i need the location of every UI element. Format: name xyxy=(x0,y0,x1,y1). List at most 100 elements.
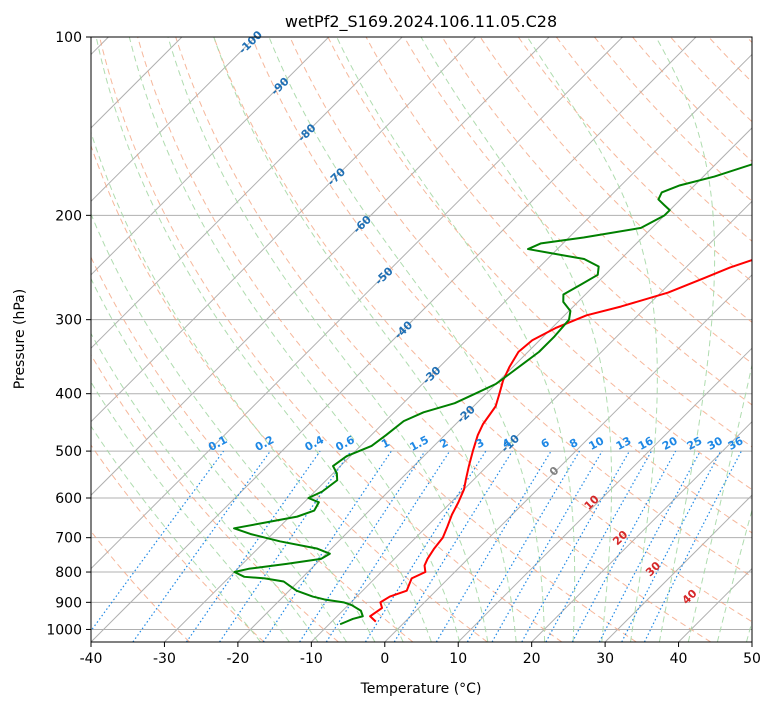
mixing-ratio-line xyxy=(364,450,487,642)
dry-adiabat-line xyxy=(289,37,752,534)
dry-adiabat-line xyxy=(555,37,752,242)
x-tick-label: 10 xyxy=(449,651,467,667)
moist-adiabat-line xyxy=(526,37,658,642)
x-tick-label: -10 xyxy=(300,651,323,667)
dry-adiabat-label: 40 xyxy=(680,587,700,607)
isotherm-line xyxy=(310,200,752,642)
x-axis-label: Temperature (°C) xyxy=(360,681,482,697)
y-tick-label: 300 xyxy=(55,313,82,329)
mixing-ratio-label: 1 xyxy=(379,436,392,451)
mixing-ratio-line xyxy=(598,450,701,642)
dry-adiabat-line xyxy=(365,37,752,448)
moist-adiabat-line xyxy=(91,381,290,642)
chart-title: wetPf2_S169.2024.106.11.05.C28 xyxy=(285,12,557,32)
x-tick-label: -20 xyxy=(226,651,249,667)
mixing-ratio-line xyxy=(466,450,581,642)
dry-adiabat-label: 10 xyxy=(582,492,602,512)
dry-adiabat-line xyxy=(175,37,712,642)
isotherm-line xyxy=(237,127,752,642)
x-tick-label: 50 xyxy=(743,651,761,667)
moist-adiabat-line xyxy=(91,332,319,642)
mixing-ratio-label: 3 xyxy=(474,436,487,451)
moist-adiabat-line xyxy=(91,425,262,642)
x-tick-label: -30 xyxy=(153,651,176,667)
y-tick-label: 800 xyxy=(55,565,82,581)
y-tick-label: 400 xyxy=(55,387,82,403)
mixing-ratio-label: 30 xyxy=(705,434,725,453)
moist-adiabat-line xyxy=(716,508,752,642)
dry-adiabat-label: 0 xyxy=(547,464,562,479)
moist-adiabat-line xyxy=(213,37,517,642)
mixing-ratio-label: 13 xyxy=(614,434,634,453)
mixing-ratio-line xyxy=(325,450,451,642)
mixing-ratio-line xyxy=(185,450,321,642)
mixing-ratio-line xyxy=(643,450,742,642)
isotherm-line xyxy=(531,420,752,642)
mixing-ratio-line xyxy=(132,450,271,642)
axis-ticks: -40 -30 -20 -10 0 10 20 30 40 5010020030040050060… xyxy=(46,30,761,667)
mixing-ratio-line xyxy=(521,450,630,642)
dry-adiabat-line xyxy=(91,530,190,642)
gridlines xyxy=(91,37,752,642)
mixing-ratio-line xyxy=(299,450,426,642)
line-labels: -100-90-80-70-60-50-40-30-20-100.1 0.2 0.4… xyxy=(206,28,746,607)
moist-adiabat-line xyxy=(91,277,347,642)
y-axis-label: Pressure (hPa) xyxy=(12,289,28,389)
x-tick-label: 0 xyxy=(380,651,389,667)
thermo-lines xyxy=(91,37,752,642)
dry-adiabat-line xyxy=(670,37,752,123)
mixing-ratio-line xyxy=(91,450,225,632)
dry-adiabat-line xyxy=(746,37,752,44)
isotherm-line xyxy=(751,641,752,642)
dry-adiabat-line xyxy=(99,37,563,642)
mixing-ratio-line xyxy=(571,450,677,642)
mixing-ratio-label: 16 xyxy=(636,434,656,453)
plot-frame xyxy=(90,36,753,643)
dry-adiabat-line xyxy=(91,444,265,642)
moist-adiabat-line xyxy=(745,619,752,642)
dry-adiabat-line xyxy=(479,37,752,323)
moist-adiabat-line xyxy=(655,37,716,642)
moist-adiabat-line xyxy=(420,37,613,642)
x-tick-label: 40 xyxy=(670,651,688,667)
y-tick-label: 1000 xyxy=(46,622,82,638)
mixing-ratio-line xyxy=(393,450,513,642)
mixing-ratio-label: 2 xyxy=(438,436,451,451)
dry-adiabat-line xyxy=(251,37,752,578)
dry-adiabat-line xyxy=(91,353,339,642)
isotherm-line xyxy=(91,37,477,423)
moist-adiabat-line xyxy=(95,37,432,642)
mixing-ratio-line xyxy=(435,450,552,642)
isotherm-line xyxy=(164,53,752,642)
dry-adiabat-line xyxy=(213,37,752,623)
dry-adiabat-line xyxy=(632,37,752,162)
y-tick-label: 600 xyxy=(55,491,82,507)
dewpoint-profile xyxy=(233,163,752,626)
dry-adiabat-line xyxy=(441,37,752,364)
moist-adiabat-line xyxy=(336,37,576,642)
moist-adiabat-line xyxy=(91,212,376,642)
isotherm-line xyxy=(91,37,550,496)
isotherm-label: -100 xyxy=(236,28,265,57)
isotherm-line xyxy=(457,347,752,642)
mixing-ratio-label: 10 xyxy=(587,434,607,453)
isotherm-line xyxy=(91,37,697,642)
dry-adiabat-line xyxy=(91,256,414,642)
dry-adiabat-line xyxy=(708,37,752,83)
dry-adiabat-label: 20 xyxy=(610,528,630,548)
y-tick-label: 900 xyxy=(55,595,82,611)
temperature-profile xyxy=(369,259,752,623)
x-tick-label: 30 xyxy=(596,651,614,667)
dry-adiabat-line xyxy=(91,144,488,642)
dry-adiabat-line xyxy=(594,37,752,202)
moist-adiabat-line xyxy=(268,37,546,642)
y-tick-label: 200 xyxy=(55,208,82,224)
x-tick-label: 20 xyxy=(523,651,541,667)
isotherm-line xyxy=(91,37,330,276)
isotherm-line xyxy=(91,37,256,203)
dry-adiabat-line xyxy=(403,37,752,406)
moist-adiabat-line xyxy=(167,37,489,642)
mixing-ratio-label: 36 xyxy=(726,434,746,453)
dry-adiabat-label: 30 xyxy=(643,559,663,579)
